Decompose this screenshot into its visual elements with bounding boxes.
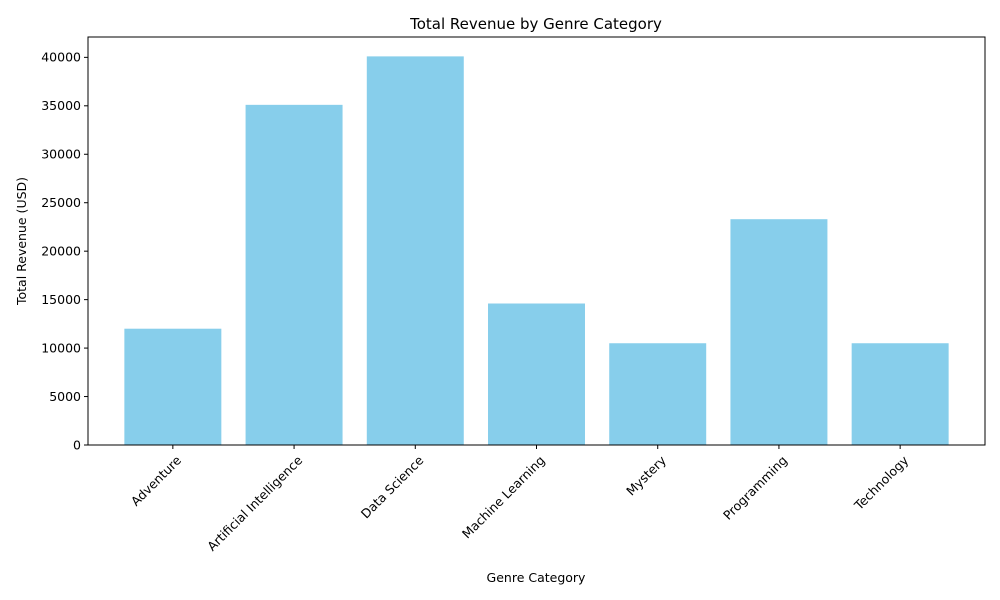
bar-data-science [366, 56, 464, 446]
y-tick-label: 0 [73, 437, 81, 452]
x-axis: Adventure Artificial Intelligence Data Sci… [128, 445, 912, 554]
x-tick-label: Data Science [358, 452, 427, 521]
x-tick-label: Artificial Intelligence [204, 452, 305, 553]
y-tick-label: 30000 [41, 147, 81, 162]
y-tick-label: 10000 [41, 340, 81, 355]
y-tick-label: 40000 [41, 50, 81, 65]
x-tick-label: Technology [851, 452, 912, 513]
y-tick-label: 20000 [41, 244, 81, 259]
y-axis-label: Total Revenue (USD) [14, 177, 29, 306]
bar-artificial-intelligence [245, 104, 343, 446]
y-tick-label: 15000 [41, 292, 81, 307]
bar-adventure [124, 328, 222, 445]
bar-mystery [609, 343, 707, 445]
x-tick-label: Programming [720, 453, 790, 523]
x-tick-label: Adventure [128, 452, 185, 509]
chart-title: Total Revenue by Genre Category [409, 15, 662, 33]
x-tick-label: Mystery [623, 452, 669, 498]
bars-group [124, 56, 949, 446]
bar-technology [851, 343, 949, 445]
x-tick-label: Machine Learning [459, 453, 548, 542]
y-tick-label: 25000 [41, 195, 81, 210]
x-axis-label: Genre Category [487, 570, 587, 585]
bar-programming [730, 219, 828, 445]
y-tick-label: 35000 [41, 98, 81, 113]
y-tick-label: 5000 [49, 389, 81, 404]
bar-machine-learning [488, 303, 585, 445]
y-axis: 0 5000 10000 15000 20000 25000 30000 35000 40000 [41, 50, 88, 452]
plot-frame [87, 36, 986, 446]
